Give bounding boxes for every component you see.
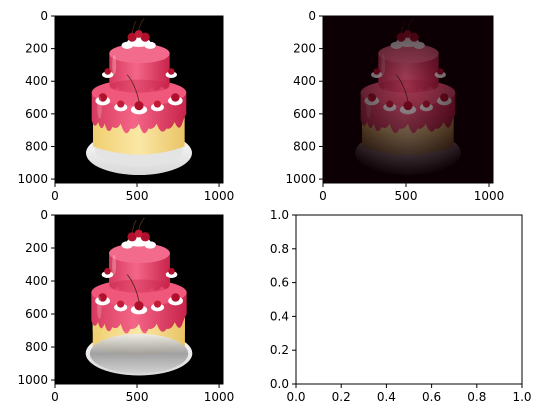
vignette-overlay xyxy=(323,16,493,183)
axes-bottom-right: 0.0 0.2 0.4 0.6 0.8 1.0 0.0 0.2 0.4 0.6 0.8 1.0 xyxy=(270,208,532,404)
gray-plate xyxy=(89,333,189,374)
y-tick-label: 200 xyxy=(25,241,48,255)
x-tick-label: 0.0 xyxy=(286,390,305,404)
axes-frame xyxy=(54,15,224,184)
y-tick-label: 0.6 xyxy=(270,276,289,290)
cake-image-vignette xyxy=(323,16,493,183)
x-tick-label: 0.2 xyxy=(332,390,351,404)
y-tick-label: 1000 xyxy=(285,172,316,186)
x-tick-label: 0.8 xyxy=(467,390,486,404)
x-tick-label: 0 xyxy=(319,189,327,203)
y-tick-label: 0.8 xyxy=(270,242,289,256)
y-tick-label: 0.4 xyxy=(270,309,289,323)
cake-image-desaturated-plate xyxy=(85,217,193,376)
x-tick-label: 0 xyxy=(51,390,59,404)
x-tick-label: 0.6 xyxy=(422,390,441,404)
x-tick-label: 1000 xyxy=(474,189,505,203)
x-tick-label: 1.0 xyxy=(512,390,531,404)
y-tick-label: 0 xyxy=(308,9,316,23)
x-tick-label: 1000 xyxy=(204,390,235,404)
empty-plot-area xyxy=(296,215,522,384)
axes-frame xyxy=(295,214,523,385)
y-tick-label: 800 xyxy=(293,139,316,153)
x-tick-label: 1000 xyxy=(204,189,235,203)
y-tick-label: 600 xyxy=(25,307,48,321)
y-tick-label: 400 xyxy=(25,274,48,288)
y-tick-label: 800 xyxy=(25,340,48,354)
axes-frame xyxy=(322,15,494,184)
x-tick-label: 500 xyxy=(126,189,149,203)
axes-frame xyxy=(54,214,224,385)
y-tick-label: 0 xyxy=(40,208,48,222)
y-tick-label: 0 xyxy=(40,9,48,23)
y-tick-label: 600 xyxy=(293,107,316,121)
x-tick-label: 500 xyxy=(395,189,418,203)
y-tick-label: 200 xyxy=(25,42,48,56)
y-tick-label: 1.0 xyxy=(270,208,289,222)
x-tick-label: 0.4 xyxy=(377,390,396,404)
x-tick-label: 500 xyxy=(126,390,149,404)
y-tick-label: 400 xyxy=(293,74,316,88)
y-tick-label: 600 xyxy=(25,107,48,121)
x-tick-label: 0 xyxy=(51,189,59,203)
y-tick-label: 0.2 xyxy=(270,343,289,357)
y-tick-label: 1000 xyxy=(17,172,48,186)
y-tick-label: 0.0 xyxy=(270,377,289,391)
y-tick-label: 1000 xyxy=(17,373,48,387)
y-tick-label: 800 xyxy=(25,139,48,153)
y-tick-label: 200 xyxy=(293,42,316,56)
y-tick-label: 400 xyxy=(25,74,48,88)
